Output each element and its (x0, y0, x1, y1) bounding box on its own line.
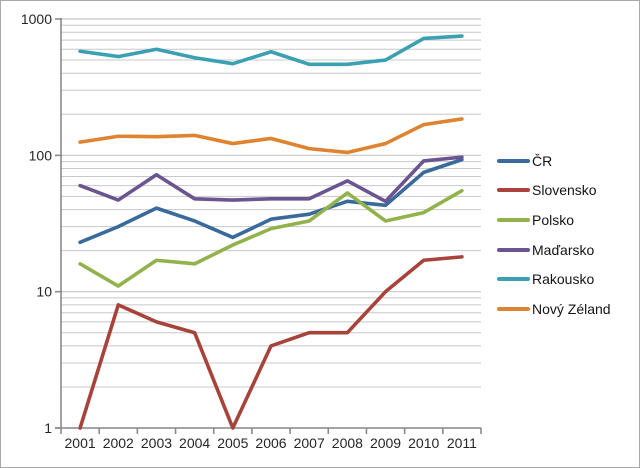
series-line-polsko (78, 188, 464, 288)
series-line-ma-arsko (78, 155, 464, 204)
y-axis-label: 1000 (21, 11, 52, 27)
legend-item-rakousko: Rakousko (497, 264, 611, 294)
legend-line-swatch--r (497, 158, 530, 163)
x-axis-label: 2005 (217, 435, 248, 451)
legend-item-polsko: Polsko (497, 205, 611, 235)
x-axis-label: 2006 (255, 435, 286, 451)
legend-item-slovensko: Slovensko (497, 176, 611, 206)
legend-line-swatch-rakousko (497, 277, 530, 282)
legend-label-slovensko: Slovensko (532, 182, 597, 199)
legend-line-swatch-ma-arsko (497, 247, 530, 252)
x-axis-label: 2002 (103, 435, 134, 451)
x-axis-label: 2001 (65, 435, 96, 451)
series-line-rakousko (78, 34, 464, 67)
y-axis-label: 10 (36, 284, 52, 300)
legend-label-nov-z-land: Nový Zéland (532, 300, 611, 317)
legend-line-swatch-polsko (497, 217, 530, 222)
series-line--r (78, 157, 464, 245)
x-axis-label: 2008 (332, 435, 363, 451)
y-axis-label: 100 (29, 147, 53, 163)
legend-line-swatch-nov-z-land (497, 306, 530, 311)
x-axis-label: 2011 (447, 435, 477, 451)
x-axis-label: 2010 (408, 435, 439, 451)
y-axis-label: 1 (44, 420, 52, 436)
x-axis-label: 2004 (179, 435, 210, 451)
legend-label-rakousko: Rakousko (532, 271, 595, 288)
legend-line-swatch-slovensko (497, 188, 530, 193)
legend-item--r: ČR (497, 146, 611, 176)
legend-item-ma-arsko: Maďarsko (497, 235, 611, 265)
series-line-nov-z-land (78, 117, 464, 155)
x-axis-label: 2003 (141, 435, 172, 451)
x-axis-label: 2009 (370, 435, 401, 451)
chart-legend: ČR Slovensko Polsko Maďarsko Rakousko Nový Zé… (497, 146, 611, 324)
legend-label-polsko: Polsko (532, 211, 575, 228)
series-line-slovensko (78, 255, 464, 430)
x-axis-label: 2007 (294, 435, 325, 451)
legend-label-ma-arsko: Maďarsko (532, 241, 595, 258)
legend-label--r: ČR (532, 152, 553, 169)
legend-item-nov-z-land: Nový Zéland (497, 294, 611, 324)
